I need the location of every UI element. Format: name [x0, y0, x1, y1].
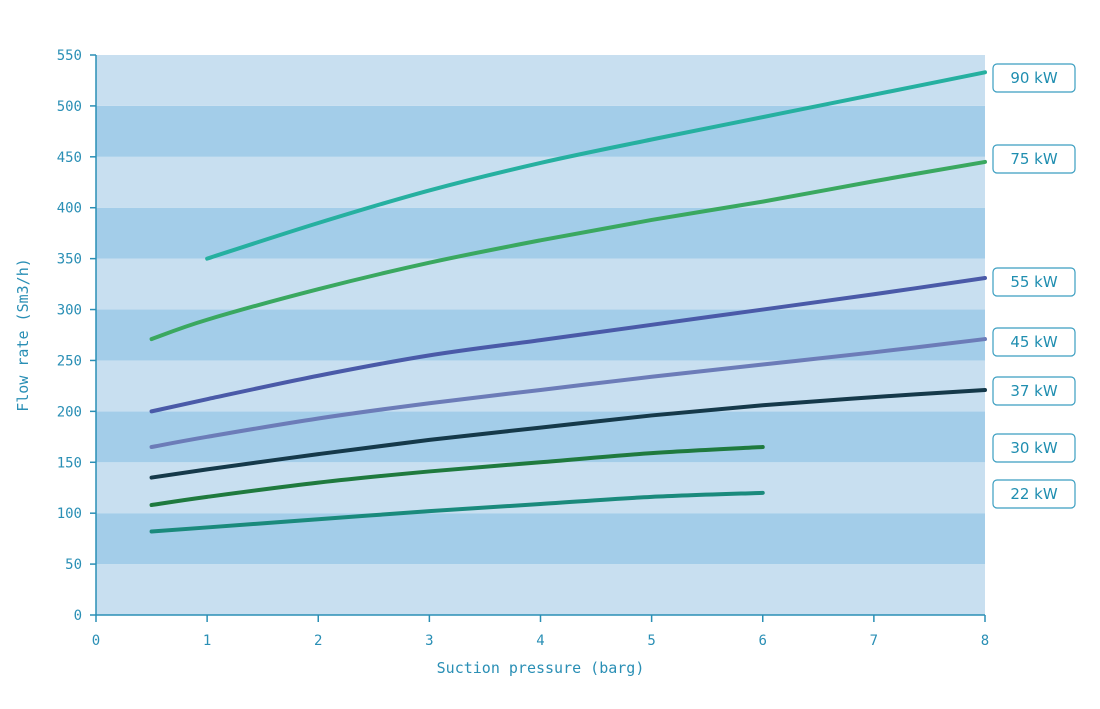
legend-label-22-kw: 22 kW [1010, 485, 1058, 503]
x-axis: 0 1 2 3 4 5 6 7 8 [92, 614, 989, 649]
x-tick-label: 5 [647, 633, 655, 649]
background-band [96, 207, 985, 259]
legend-label-90-kw: 90 kW [1010, 69, 1058, 87]
background-band [96, 156, 985, 208]
legend-label-30-kw: 30 kW [1010, 439, 1058, 457]
background-band [96, 258, 985, 310]
series-line-45-kw [149, 337, 987, 449]
background-band [96, 564, 985, 615]
series-line-37-kw [149, 387, 987, 480]
y-tick-label: 0 [74, 608, 82, 624]
legend-label-55-kw: 55 kW [1010, 273, 1058, 291]
x-tick-label: 1 [203, 633, 211, 649]
y-tick-label: 300 [57, 303, 82, 319]
background-band [96, 55, 985, 106]
x-tick-label: 6 [759, 633, 767, 649]
y-tick-label: 250 [57, 353, 82, 369]
y-tick-label: 450 [57, 150, 82, 166]
background-band [96, 411, 985, 463]
legend-label-75-kw: 75 kW [1010, 150, 1058, 168]
y-tick-label: 400 [57, 201, 82, 217]
background-band [96, 309, 985, 361]
x-tick-label: 3 [425, 633, 433, 649]
y-axis-title: Flow rate (Sm3/h) [14, 258, 32, 412]
x-axis-title: Suction pressure (barg) [437, 659, 645, 677]
background-bands [96, 55, 985, 615]
series-lines [149, 70, 987, 534]
background-band [96, 105, 985, 157]
series-line-55-kw [149, 275, 987, 414]
legend-box-22-kw [992, 479, 1076, 509]
series-line-75-kw [149, 159, 987, 342]
legend-box-90-kw [992, 63, 1076, 93]
y-tick-label: 500 [57, 99, 82, 115]
legend-box-45-kw [992, 327, 1076, 357]
background-band [96, 360, 985, 412]
y-tick-label: 100 [57, 506, 82, 522]
y-tick-label: 150 [57, 455, 82, 471]
x-tick-label: 4 [536, 633, 544, 649]
x-tick-label: 8 [981, 633, 989, 649]
x-tick-label: 0 [92, 633, 100, 649]
legend-box-37-kw [992, 376, 1076, 406]
y-tick-label: 350 [57, 252, 82, 268]
y-tick-label: 200 [57, 404, 82, 420]
legend-box-75-kw [992, 144, 1076, 174]
x-tick-label: 2 [314, 633, 322, 649]
legend-label-37-kw: 37 kW [1010, 382, 1058, 400]
y-tick-label: 550 [57, 48, 82, 64]
y-axis: 0 50 100 150 200 250 300 350 400 450 500 550 [57, 48, 97, 624]
legend: 90 kW 75 kW 55 kW 45 kW 37 kW 30 kW 22 kW [992, 63, 1076, 509]
x-tick-label: 7 [870, 633, 878, 649]
series-line-22-kw [149, 490, 765, 534]
series-line-90-kw [205, 70, 987, 261]
legend-box-55-kw [992, 267, 1076, 297]
series-line-30-kw [149, 445, 765, 508]
legend-box-30-kw [992, 433, 1076, 463]
background-band [96, 513, 985, 565]
legend-label-45-kw: 45 kW [1010, 333, 1058, 351]
y-tick-label: 50 [65, 557, 82, 573]
